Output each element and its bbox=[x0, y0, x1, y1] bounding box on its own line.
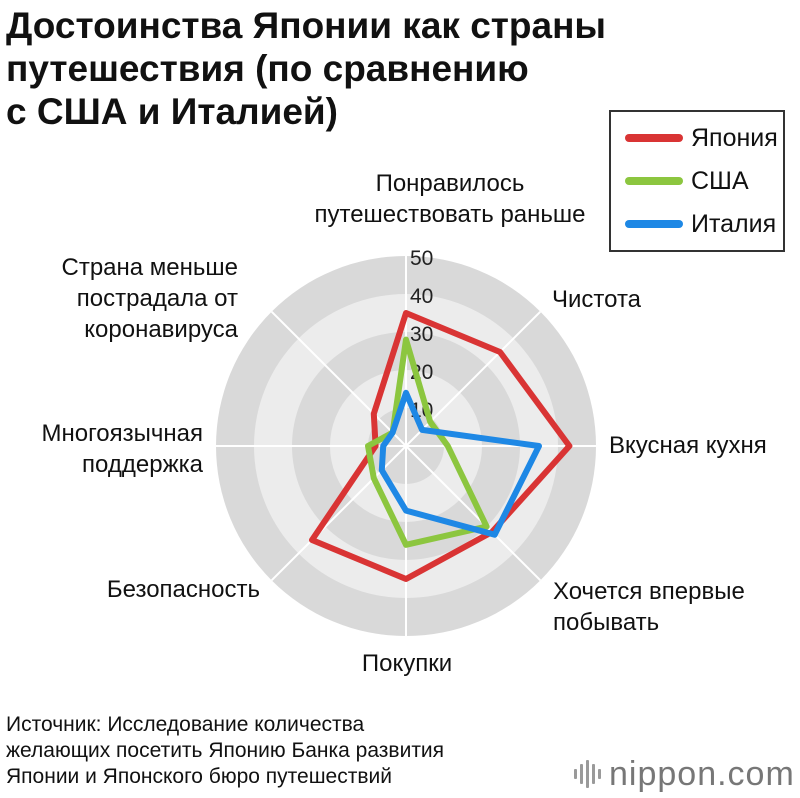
axis-label-covid: Страна меньше пострадала от коронавируса bbox=[61, 254, 239, 343]
series-line-0 bbox=[309, 310, 573, 582]
legend-label-italy: Италия bbox=[691, 209, 777, 238]
brand-mark-icon bbox=[574, 760, 601, 788]
chart-legend: Япония США Италия bbox=[609, 110, 785, 252]
source-note: Источник: Исследование количества желающ… bbox=[6, 713, 445, 788]
axis-label-first-visit: Хочется впервые побывать bbox=[553, 578, 745, 636]
legend-swatch-japan bbox=[625, 134, 683, 142]
axis-label-multilingual: Многоязычная поддержка bbox=[41, 420, 203, 478]
legend-item-japan: Япония bbox=[625, 118, 778, 158]
axis-label-cuisine: Вкусная кухня bbox=[609, 432, 767, 459]
legend-item-italy: Италия bbox=[625, 204, 776, 244]
grid-spoke-3 bbox=[405, 445, 542, 582]
brand-domain: .com bbox=[717, 754, 795, 793]
legend-label-usa: США bbox=[691, 166, 749, 195]
tick-label-40: 40 bbox=[410, 285, 433, 308]
legend-swatch-italy bbox=[625, 220, 683, 228]
tick-label-30: 30 bbox=[410, 323, 433, 346]
legend-item-usa: США bbox=[625, 161, 749, 201]
legend-swatch-usa bbox=[625, 177, 683, 185]
axis-label-past-travel: Понравилось путешествовать раньше bbox=[314, 170, 586, 228]
series-line-2 bbox=[378, 389, 542, 538]
axis-label-shopping: Покупки bbox=[361, 650, 453, 677]
tick-label-50: 50 bbox=[410, 247, 433, 270]
brand-name: nippon bbox=[609, 754, 718, 793]
chart-title: Достоинства Японии как страны путешестви… bbox=[6, 5, 607, 132]
brand-logo: nippon.com bbox=[574, 754, 795, 794]
axis-label-cleanliness: Чистота bbox=[552, 286, 642, 313]
axis-label-safety: Безопасность bbox=[106, 576, 260, 603]
legend-label-japan: Япония bbox=[691, 123, 778, 152]
grid-spoke-7 bbox=[270, 310, 407, 447]
